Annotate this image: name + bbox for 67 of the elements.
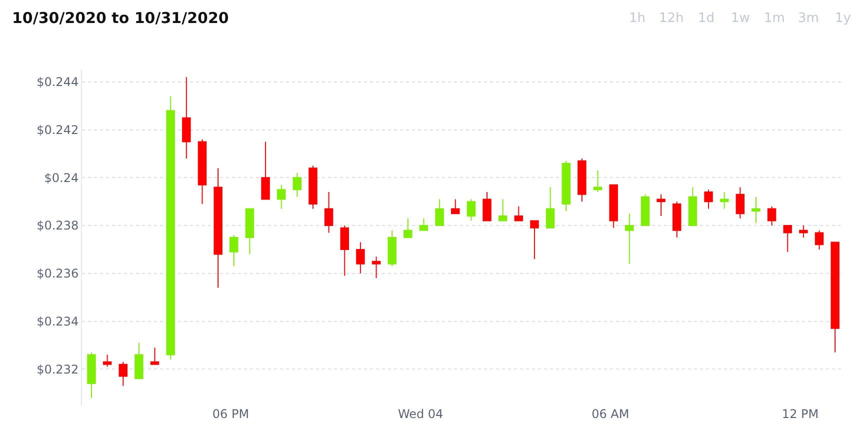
candlestick bbox=[546, 186, 555, 228]
candlestick bbox=[704, 189, 713, 210]
candlestick bbox=[482, 192, 492, 222]
text: 1m bbox=[764, 11, 785, 26]
x-tick-label: 06 AM bbox=[592, 407, 630, 421]
candlestick bbox=[498, 198, 508, 222]
candlestick bbox=[245, 208, 254, 255]
y-tick-label: $0.244 bbox=[36, 75, 79, 90]
candlestick bbox=[593, 170, 602, 193]
candlestick bbox=[324, 192, 334, 234]
candlestick bbox=[276, 184, 286, 210]
candlestick bbox=[419, 218, 428, 231]
candlestick bbox=[830, 242, 840, 353]
candlestick bbox=[198, 138, 207, 204]
y-tick-label: $0.232 bbox=[36, 362, 79, 376]
candlestick bbox=[672, 201, 682, 238]
x-tick-label: Wed 04 bbox=[398, 407, 444, 421]
candlestick bbox=[609, 184, 618, 228]
candlestick bbox=[261, 141, 270, 200]
candlestick bbox=[656, 194, 666, 216]
candlestick bbox=[814, 230, 824, 250]
candlestick bbox=[134, 342, 144, 380]
candlestick bbox=[166, 96, 175, 360]
candlestick bbox=[230, 234, 238, 267]
candlestick bbox=[292, 172, 302, 198]
candlestick bbox=[87, 352, 96, 398]
candlestick bbox=[578, 158, 586, 202]
candlestick bbox=[752, 196, 760, 224]
candlestick bbox=[466, 198, 476, 222]
chart-title: 10/30/2020 to 10/31/2020 bbox=[12, 9, 229, 27]
candlestick bbox=[372, 256, 381, 279]
candlestick bbox=[435, 198, 444, 226]
candlestick bbox=[308, 165, 318, 210]
x-tick-label: 06 PM bbox=[212, 407, 250, 421]
y-tick-label: $0.24 bbox=[44, 170, 79, 185]
candlestick bbox=[182, 76, 191, 160]
candlestick bbox=[356, 242, 365, 274]
text: 3m bbox=[798, 11, 819, 26]
y-tick-label: $0.242 bbox=[36, 123, 79, 138]
candlestick bbox=[688, 186, 698, 226]
candlestick bbox=[640, 194, 650, 226]
candlestick bbox=[404, 218, 412, 238]
candlestick bbox=[118, 361, 128, 386]
candlestick bbox=[340, 225, 350, 276]
candlestick bbox=[451, 198, 460, 214]
candlestick bbox=[783, 225, 792, 252]
candlestick bbox=[530, 220, 539, 260]
y-tick-label: $0.234 bbox=[36, 314, 79, 328]
candlestick bbox=[736, 186, 745, 219]
candlestick bbox=[388, 230, 396, 267]
candlestick bbox=[799, 225, 808, 238]
y-tick-label: $0.236 bbox=[36, 266, 79, 281]
y-tick-label: $0.238 bbox=[36, 218, 79, 233]
candlestick bbox=[720, 192, 729, 210]
text: 1h bbox=[629, 11, 646, 26]
text: 1y bbox=[835, 11, 852, 26]
candlestick bbox=[214, 168, 222, 288]
candlestick bbox=[102, 354, 112, 368]
candlestick bbox=[625, 213, 634, 264]
text: 12h bbox=[659, 11, 684, 26]
candlestick bbox=[562, 160, 571, 212]
x-tick-label: 12 PM bbox=[782, 407, 819, 421]
candlestick bbox=[150, 347, 160, 365]
text: 1d bbox=[698, 11, 715, 26]
candlestick bbox=[767, 206, 776, 226]
candlestick bbox=[514, 206, 524, 222]
text: 1w bbox=[731, 11, 750, 26]
